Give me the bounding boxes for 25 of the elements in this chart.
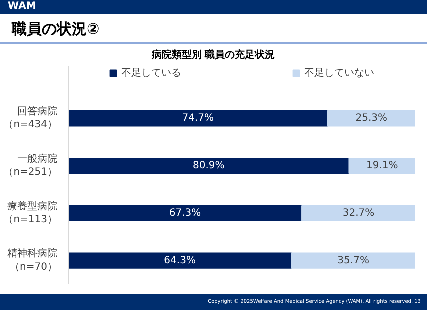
legend-label: 不足している bbox=[122, 67, 182, 80]
bar bbox=[291, 252, 416, 269]
y-tick-label: 精神科病院（n=70） bbox=[8, 248, 58, 273]
data-label: 80.9% bbox=[192, 160, 225, 172]
data-label: 74.7% bbox=[182, 113, 214, 124]
y-tick-label: 一般病院（n=251） bbox=[4, 152, 58, 178]
bar bbox=[68, 252, 292, 269]
bar bbox=[348, 158, 416, 174]
y-tick-label: 回答病院（n=434） bbox=[4, 106, 58, 131]
data-label: 32.7% bbox=[342, 208, 375, 219]
legend-label: 不足していない bbox=[304, 67, 374, 80]
bar bbox=[68, 110, 328, 127]
chart-subtitle: 病院類型別 職員の充足状況 bbox=[152, 48, 276, 63]
text: WAM bbox=[8, 0, 36, 14]
bar bbox=[68, 158, 350, 174]
bar bbox=[68, 205, 303, 222]
bar bbox=[302, 205, 416, 222]
data-label: 25.3% bbox=[356, 113, 388, 124]
data-label: 64.3% bbox=[164, 255, 196, 266]
data-label: 67.3% bbox=[169, 208, 202, 219]
data-label: 19.1% bbox=[366, 160, 398, 172]
y-tick-label: 療養型病院（n=113） bbox=[4, 200, 58, 226]
data-label: 35.7% bbox=[338, 255, 370, 266]
bar bbox=[327, 110, 416, 127]
chart-title: 職員の状況② bbox=[12, 19, 100, 40]
